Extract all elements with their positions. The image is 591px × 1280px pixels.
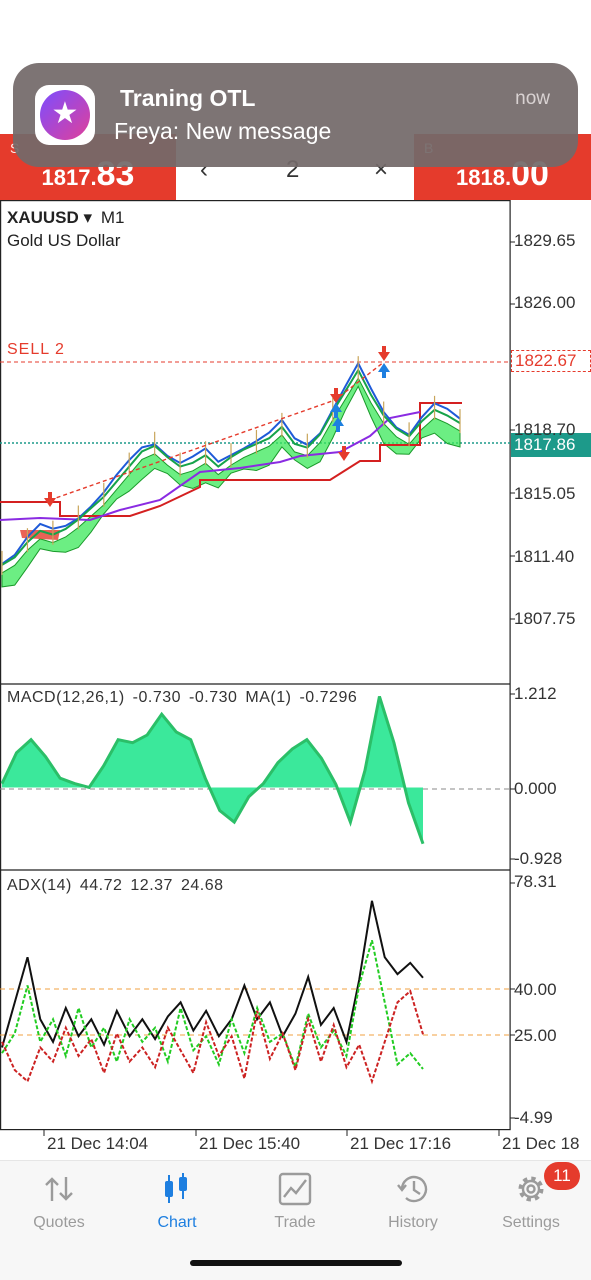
adx-name: ADX(14) [7, 877, 72, 894]
price-plot [0, 346, 462, 588]
sell-arrow-icon [378, 352, 390, 361]
tab-label: History [388, 1214, 438, 1231]
buy-price-small: 1818. [456, 165, 512, 190]
notification-banner[interactable]: ★ Traning OTL Freya: New message now [13, 63, 578, 167]
adx-axis-label: 78.31 [514, 872, 557, 891]
chart-canvas[interactable] [0, 200, 591, 1160]
tab-quotes[interactable]: Quotes [0, 1161, 118, 1241]
macd-histogram [2, 696, 423, 844]
app-icon: ★ [35, 85, 95, 145]
chart-icon [165, 1173, 187, 1203]
sell-arrow-icon [338, 452, 350, 461]
notification-time: now [515, 88, 550, 109]
home-indicator[interactable] [190, 1260, 402, 1266]
buy-arrow-icon-stem [336, 425, 340, 432]
symbol-header[interactable]: XAUUSD ▾ M1 [7, 208, 124, 228]
buy-arrow-icon-stem [334, 411, 338, 418]
tab-label: Chart [157, 1214, 197, 1231]
sell-arrow-icon [44, 498, 56, 507]
buy-arrow-icon [330, 403, 342, 412]
price-axis-label: 1807.75 [514, 609, 576, 628]
lot-decrease-button[interactable]: ‹ [200, 156, 208, 183]
buy-arrow-icon-stem [382, 371, 386, 378]
adx-value: 12.37 [130, 877, 173, 894]
support-line [0, 402, 462, 517]
buy-arrow-icon [378, 363, 390, 372]
tab-label: Settings [502, 1214, 560, 1231]
adx-plus-di-line [1, 940, 424, 1071]
price-axis-label: 1829.65 [514, 231, 576, 250]
tab-settings[interactable]: Settings [472, 1161, 590, 1241]
sell-arrow-icon [330, 394, 342, 403]
buy-arrow-icon [332, 417, 344, 426]
order-label: SELL 2 [7, 341, 65, 358]
tab-label: Trade [274, 1214, 316, 1231]
adx-plot [1, 900, 424, 1085]
chart-area[interactable]: XAUUSD ▾ M1 Gold US Dollar SELL 2 1822.6… [0, 200, 591, 1160]
ichimoku-cloud [1, 377, 461, 588]
macd-signal-line [0, 696, 425, 845]
macd-axis-label: 1.212 [514, 684, 557, 703]
macd-ma-name: MA(1) [245, 689, 292, 706]
price-axis-label: 1826.00 [514, 293, 576, 312]
macd-value: -0.730 [132, 689, 182, 706]
time-axis-label: 21 Dec 18 [502, 1134, 580, 1153]
macd-name: MACD(12,26,1) [7, 689, 125, 706]
sell-arrow-icon-stem [382, 346, 386, 353]
adx-minus-di-line [1, 989, 424, 1085]
price-axis-label: 1818.70 [514, 420, 576, 439]
star-icon: ★ [51, 97, 79, 130]
symbol-dropdown-icon[interactable]: ▾ [83, 208, 93, 227]
settings-icon [518, 1176, 544, 1202]
notification-title: Traning OTL [120, 85, 256, 111]
sell-level-tag: 1822.67 [511, 350, 591, 372]
adx-axis-label: 25.00 [514, 1026, 557, 1045]
symbol-description: Gold US Dollar [7, 231, 121, 250]
adx-main-line [1, 900, 424, 1048]
axis-ticks [43, 241, 515, 1136]
tab-trade[interactable]: Trade [236, 1161, 354, 1241]
current-price-tag: 1817.86 [511, 433, 591, 457]
cloud-bearish [20, 530, 60, 540]
trade-icon [278, 1172, 312, 1206]
time-axis-label: 21 Dec 15:40 [199, 1134, 301, 1153]
history-icon [397, 1175, 428, 1203]
price-axis-label: 1811.40 [514, 547, 575, 566]
adx-axis-label: -4.99 [514, 1108, 553, 1127]
symbol-name: XAUUSD [7, 208, 79, 227]
tab-label: Quotes [33, 1214, 85, 1231]
sell-arrow-icon-stem [48, 492, 52, 499]
macd-axis-label: 0.000 [514, 779, 557, 798]
macd-axis-label: -0.928 [514, 849, 563, 868]
sell-arrow-icon-stem [334, 388, 338, 395]
sell-price-small: 1817. [41, 165, 97, 190]
settings-badge: 11 [544, 1162, 580, 1190]
quotes-icon [45, 1177, 73, 1201]
adx-axis-label: 40.00 [514, 980, 557, 999]
adx-value: 24.68 [180, 877, 224, 894]
chart-frame [0, 200, 511, 1131]
macd-label: MACD(12,26,1) -0.730 -0.730 MA(1) -0.7296 [7, 689, 365, 707]
notification-message: Freya: New message [114, 118, 332, 144]
macd-value: -0.730 [189, 689, 238, 706]
macd-plot [0, 696, 425, 845]
moving-average-purple [0, 411, 421, 522]
adx-label: ADX(14) 44.72 12.37 24.68 [7, 877, 232, 895]
adx-value: 44.72 [79, 877, 123, 894]
tab-history[interactable]: History [354, 1161, 472, 1241]
sell-arrow-icon-stem [342, 446, 346, 453]
macd-value: -0.7296 [299, 689, 358, 706]
timeframe[interactable]: M1 [100, 208, 125, 227]
panel-frames [0, 200, 511, 1131]
time-axis-label: 21 Dec 14:04 [47, 1134, 149, 1153]
price-axis-label: 1815.05 [514, 484, 576, 503]
time-axis-label: 21 Dec 17:16 [350, 1134, 452, 1153]
tab-chart[interactable]: Chart [118, 1161, 236, 1241]
